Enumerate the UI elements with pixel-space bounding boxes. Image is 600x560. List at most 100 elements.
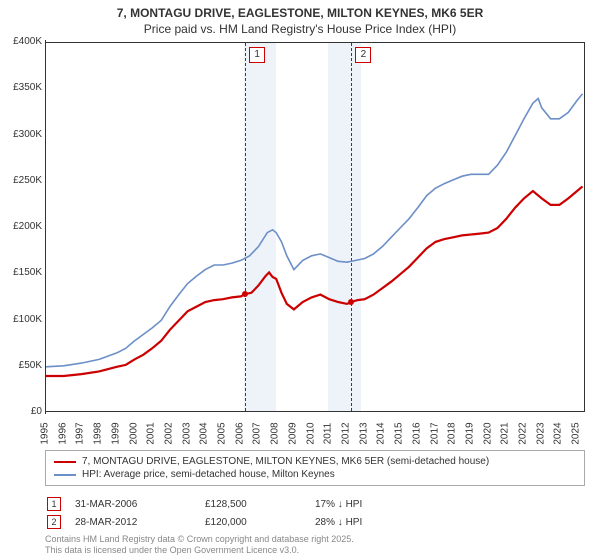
x-axis-label: 2009 <box>287 420 298 448</box>
x-tick <box>435 411 439 412</box>
x-axis-label: 1999 <box>110 420 121 448</box>
sale-date: 28-MAR-2012 <box>75 517 205 528</box>
x-axis-label: 2021 <box>500 420 511 448</box>
x-tick <box>576 411 580 412</box>
x-axis-label: 2007 <box>252 420 263 448</box>
x-axis-label: 2005 <box>217 420 228 448</box>
x-tick <box>275 411 279 412</box>
y-tick <box>45 179 46 183</box>
x-tick <box>523 411 527 412</box>
x-axis-label: 2022 <box>518 420 529 448</box>
x-axis-label: 2020 <box>482 420 493 448</box>
sale-date: 31-MAR-2006 <box>75 499 205 510</box>
x-tick <box>169 411 173 412</box>
x-axis-label: 2016 <box>411 420 422 448</box>
x-axis-label: 2024 <box>553 420 564 448</box>
sale-price: £128,500 <box>205 499 315 510</box>
x-tick <box>558 411 562 412</box>
y-tick <box>45 318 46 322</box>
title-line1: 7, MONTAGU DRIVE, EAGLESTONE, MILTON KEY… <box>117 6 484 20</box>
series-svg <box>46 43 585 412</box>
x-tick <box>204 411 208 412</box>
sale-marker: 2 <box>47 515 61 529</box>
y-tick <box>45 40 46 44</box>
x-tick <box>293 411 297 412</box>
x-tick <box>116 411 120 412</box>
y-tick <box>45 133 46 137</box>
x-axis-label: 2002 <box>163 420 174 448</box>
sales-table: 1 31-MAR-2006£128,50017% ↓ HPI 2 28-MAR-201… <box>45 495 585 531</box>
x-tick <box>240 411 244 412</box>
x-axis-label: 2003 <box>181 420 192 448</box>
legend-swatch <box>54 461 76 463</box>
x-tick <box>417 411 421 412</box>
hpi-line <box>46 94 583 367</box>
x-tick <box>134 411 138 412</box>
x-tick <box>328 411 332 412</box>
x-axis-label: 2006 <box>234 420 245 448</box>
x-tick <box>151 411 155 412</box>
x-tick <box>222 411 226 412</box>
sale-pct: 17% ↓ HPI <box>315 499 445 510</box>
footer-line2: This data is licensed under the Open Gov… <box>45 545 299 555</box>
x-axis-label: 2014 <box>376 420 387 448</box>
y-tick <box>45 86 46 90</box>
x-tick <box>488 411 492 412</box>
x-tick <box>452 411 456 412</box>
x-tick <box>470 411 474 412</box>
x-tick <box>311 411 315 412</box>
y-axis-label: £50K <box>2 360 42 371</box>
x-axis-label: 2017 <box>429 420 440 448</box>
x-tick <box>541 411 545 412</box>
x-axis-label: 2013 <box>358 420 369 448</box>
y-tick <box>45 364 46 368</box>
x-tick <box>98 411 102 412</box>
chart-title: 7, MONTAGU DRIVE, EAGLESTONE, MILTON KEY… <box>0 0 600 37</box>
x-tick <box>364 411 368 412</box>
sale-pct: 28% ↓ HPI <box>315 517 445 528</box>
x-axis-label: 1997 <box>75 420 86 448</box>
y-axis-label: £200K <box>2 221 42 232</box>
y-axis-label: £100K <box>2 314 42 325</box>
legend-item-property: 7, MONTAGU DRIVE, EAGLESTONE, MILTON KEY… <box>54 455 576 468</box>
x-axis-label: 2000 <box>128 420 139 448</box>
x-tick <box>257 411 261 412</box>
legend: 7, MONTAGU DRIVE, EAGLESTONE, MILTON KEY… <box>45 450 585 486</box>
plot-area: 12 <box>45 42 585 412</box>
y-axis-label: £250K <box>2 175 42 186</box>
x-tick <box>187 411 191 412</box>
y-axis-label: £150K <box>2 267 42 278</box>
x-tick <box>80 411 84 412</box>
x-axis-label: 2018 <box>447 420 458 448</box>
y-tick <box>45 225 46 229</box>
x-axis-label: 2019 <box>464 420 475 448</box>
footer: Contains HM Land Registry data © Crown c… <box>45 534 354 556</box>
x-tick <box>505 411 509 412</box>
y-axis-label: £400K <box>2 36 42 47</box>
legend-swatch <box>54 474 76 476</box>
legend-label: 7, MONTAGU DRIVE, EAGLESTONE, MILTON KEY… <box>82 456 489 467</box>
sale-marker: 1 <box>47 497 61 511</box>
x-axis-label: 2008 <box>270 420 281 448</box>
sale-row: 2 28-MAR-2012£120,00028% ↓ HPI <box>45 513 585 531</box>
x-axis-label: 2004 <box>199 420 210 448</box>
x-tick <box>63 411 67 412</box>
chart-container: 7, MONTAGU DRIVE, EAGLESTONE, MILTON KEY… <box>0 0 600 560</box>
x-axis-label: 2015 <box>394 420 405 448</box>
x-axis-label: 1998 <box>93 420 104 448</box>
x-tick <box>399 411 403 412</box>
x-axis-label: 2025 <box>571 420 582 448</box>
x-axis-label: 2010 <box>305 420 316 448</box>
y-axis-label: £350K <box>2 82 42 93</box>
x-axis-label: 2023 <box>535 420 546 448</box>
footer-line1: Contains HM Land Registry data © Crown c… <box>45 534 354 544</box>
y-tick <box>45 271 46 275</box>
title-line2: Price paid vs. HM Land Registry's House … <box>144 22 456 36</box>
sale-price: £120,000 <box>205 517 315 528</box>
x-axis-label: 2011 <box>323 420 334 448</box>
legend-label: HPI: Average price, semi-detached house,… <box>82 469 335 480</box>
x-tick <box>346 411 350 412</box>
x-axis-label: 1995 <box>40 420 51 448</box>
x-tick <box>381 411 385 412</box>
x-axis-label: 1996 <box>57 420 68 448</box>
